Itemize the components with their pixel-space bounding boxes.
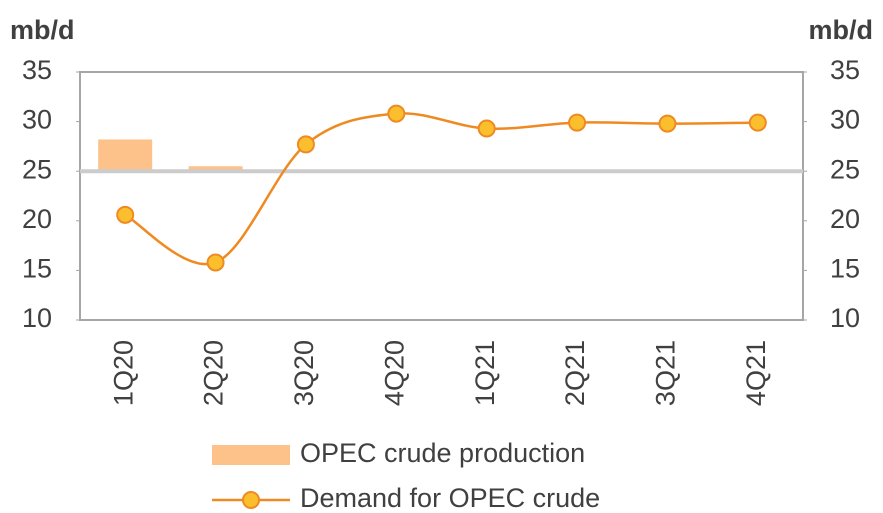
marker <box>748 113 767 132</box>
y2-tick-label: 20 <box>830 204 860 234</box>
y-tick-label: 20 <box>22 204 52 234</box>
x-tick-label: 3Q21 <box>651 340 681 406</box>
marker <box>296 135 315 154</box>
y2-tick-label: 30 <box>830 105 860 135</box>
marker <box>116 205 135 224</box>
y2-tick-label: 10 <box>830 303 860 333</box>
bar <box>98 139 153 172</box>
x-tick-label: 1Q21 <box>470 340 500 406</box>
y-tick-label: 10 <box>22 303 52 333</box>
y2-tick-label: 35 <box>830 55 860 85</box>
x-tick-label: 3Q20 <box>289 340 319 406</box>
bar <box>188 166 243 172</box>
y-tick-label: 35 <box>22 55 52 85</box>
y2-tick-label: 25 <box>830 154 860 184</box>
marker <box>477 119 496 138</box>
line <box>124 112 758 266</box>
marker <box>387 104 406 123</box>
x-tick-label: 4Q20 <box>379 340 409 406</box>
marker <box>206 253 225 272</box>
y2-axis-label: mb/d <box>809 15 874 45</box>
plot-area <box>79 71 804 321</box>
legend-label: OPEC crude production <box>300 438 585 468</box>
legend-label: Demand for OPEC crude <box>300 483 600 513</box>
legend-marker <box>242 491 260 509</box>
x-tick-label: 2Q21 <box>560 340 590 406</box>
marker <box>658 114 677 133</box>
x-tick-label: 1Q20 <box>108 340 138 406</box>
y-tick-label: 30 <box>22 105 52 135</box>
marker <box>568 113 587 132</box>
y-axis-label: mb/d <box>10 15 75 45</box>
y-tick-label: 25 <box>22 154 52 184</box>
x-tick-label: 2Q20 <box>199 340 229 406</box>
legend-swatch <box>212 445 290 465</box>
y2-tick-label: 15 <box>830 254 860 284</box>
x-tick-label: 4Q21 <box>741 340 771 406</box>
y-tick-label: 15 <box>22 254 52 284</box>
